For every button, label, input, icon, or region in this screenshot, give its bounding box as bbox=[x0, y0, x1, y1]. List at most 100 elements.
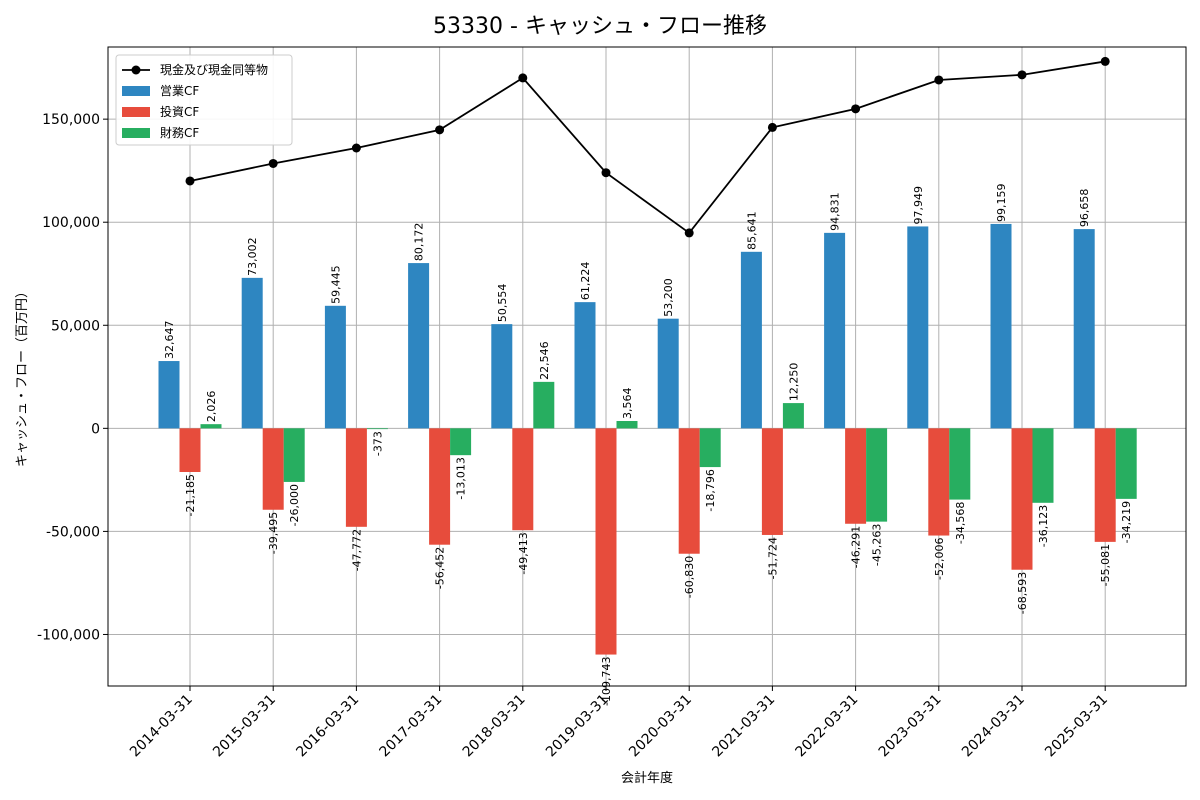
bar-営業CF-2015-03-31 bbox=[241, 277, 263, 429]
y-tick-label-3: 50,000 bbox=[51, 318, 100, 334]
bar-label-投資CF-2021-03-31: -51,724 bbox=[766, 537, 779, 579]
cash-point-2017-03-31 bbox=[435, 125, 445, 135]
cash-point-2016-03-31 bbox=[351, 143, 361, 153]
bar-投資CF-2014-03-31 bbox=[179, 428, 201, 473]
bar-投資CF-2019-03-31 bbox=[595, 428, 617, 655]
bar-label-財務CF-2016-03-31: -373 bbox=[371, 431, 384, 456]
cash-point-2022-03-31 bbox=[851, 104, 861, 114]
bar-label-営業CF-2025-03-31: 96,658 bbox=[1078, 189, 1091, 228]
bar-label-営業CF-2022-03-31: 94,831 bbox=[829, 192, 842, 231]
bar-label-営業CF-2017-03-31: 80,172 bbox=[413, 223, 426, 262]
bar-営業CF-2024-03-31 bbox=[990, 223, 1012, 429]
bar-財務CF-2022-03-31 bbox=[866, 428, 888, 522]
chart-title: 53330 - キャッシュ・フロー推移 bbox=[433, 14, 767, 39]
bar-投資CF-2022-03-31 bbox=[845, 428, 867, 524]
bar-label-営業CF-2023-03-31: 97,949 bbox=[912, 186, 925, 225]
bar-営業CF-2022-03-31 bbox=[824, 232, 846, 429]
bar-label-財務CF-2025-03-31: -34,219 bbox=[1120, 501, 1133, 543]
y-tick-labels: -100,000 -50,000 0 50,000 100,000 150,000 bbox=[37, 112, 108, 643]
bar-label-財務CF-2020-03-31: -18,796 bbox=[704, 469, 717, 511]
legend-label-営業CF: 営業CF bbox=[160, 84, 199, 98]
bar-財務CF-2016-03-31 bbox=[366, 428, 388, 430]
x-tick-label-10: 2024-03-31 bbox=[959, 692, 1028, 761]
y-tick-label-2: 0 bbox=[91, 421, 100, 437]
x-tick-label-9: 2023-03-31 bbox=[876, 692, 945, 761]
bar-営業CF-2023-03-31 bbox=[907, 226, 929, 429]
bar-label-財務CF-2014-03-31: 2,026 bbox=[205, 391, 218, 423]
bar-財務CF-2014-03-31 bbox=[200, 424, 222, 429]
bar-label-投資CF-2022-03-31: -46,291 bbox=[850, 526, 863, 568]
bar-営業CF-2025-03-31 bbox=[1073, 229, 1095, 429]
bar-label-投資CF-2020-03-31: -60,830 bbox=[683, 556, 696, 598]
legend-swatch-財務CF bbox=[122, 128, 150, 138]
cash-line-layer bbox=[185, 56, 1110, 238]
bar-財務CF-2020-03-31 bbox=[699, 428, 721, 468]
bar-label-営業CF-2024-03-31: 99,159 bbox=[995, 183, 1008, 222]
bar-label-投資CF-2018-03-31: -49,413 bbox=[517, 532, 530, 574]
bar-財務CF-2021-03-31 bbox=[782, 403, 804, 429]
bar-label-財務CF-2021-03-31: 12,250 bbox=[787, 363, 800, 402]
cash-point-2020-03-31 bbox=[684, 228, 694, 238]
cash-point-2024-03-31 bbox=[1017, 70, 1027, 80]
legend-label-現金及び現金同等物: 現金及び現金同等物 bbox=[160, 62, 268, 77]
x-tick-labels: 2014-03-31 2015-03-31 2016-03-31 2017-03-31… bbox=[127, 686, 1111, 760]
bar-財務CF-2018-03-31 bbox=[533, 381, 555, 429]
bar-label-営業CF-2014-03-31: 32,647 bbox=[163, 321, 176, 360]
x-tick-label-2: 2016-03-31 bbox=[293, 692, 362, 761]
y-tick-label-4: 100,000 bbox=[42, 215, 100, 231]
bar-label-投資CF-2016-03-31: -47,772 bbox=[350, 529, 363, 571]
bar-投資CF-2024-03-31 bbox=[1011, 428, 1033, 570]
bar-投資CF-2016-03-31 bbox=[345, 428, 367, 527]
x-tick-label-1: 2015-03-31 bbox=[210, 692, 279, 761]
legend-swatch-投資CF bbox=[122, 107, 150, 117]
bar-label-営業CF-2021-03-31: 85,641 bbox=[745, 211, 758, 250]
x-axis-label: 会計年度 bbox=[621, 770, 673, 786]
cash-point-2021-03-31 bbox=[767, 122, 777, 132]
bar-営業CF-2019-03-31 bbox=[574, 302, 596, 429]
x-tick-label-7: 2021-03-31 bbox=[709, 692, 778, 761]
bar-label-財務CF-2018-03-31: 22,546 bbox=[538, 341, 551, 380]
bar-label-財務CF-2022-03-31: -45,263 bbox=[871, 524, 884, 566]
bar-label-投資CF-2014-03-31: -21,185 bbox=[184, 474, 197, 516]
bar-label-営業CF-2015-03-31: 73,002 bbox=[246, 237, 259, 276]
bar-label-財務CF-2024-03-31: -36,123 bbox=[1037, 505, 1050, 547]
bar-label-投資CF-2015-03-31: -39,495 bbox=[267, 512, 280, 554]
bar-財務CF-2019-03-31 bbox=[616, 420, 638, 429]
cash-point-2019-03-31 bbox=[601, 168, 611, 178]
x-tick-label-8: 2022-03-31 bbox=[793, 692, 862, 761]
cash-point-2025-03-31 bbox=[1100, 56, 1110, 66]
legend-swatch-営業CF bbox=[122, 86, 150, 96]
bar-営業CF-2020-03-31 bbox=[657, 318, 679, 429]
bar-label-財務CF-2023-03-31: -34,568 bbox=[954, 502, 967, 544]
axes bbox=[107, 46, 1187, 687]
bar-投資CF-2020-03-31 bbox=[678, 428, 700, 554]
bar-財務CF-2025-03-31 bbox=[1115, 428, 1137, 499]
bar-営業CF-2018-03-31 bbox=[491, 324, 513, 429]
y-tick-label-1: -50,000 bbox=[46, 524, 100, 540]
bar-label-財務CF-2017-03-31: -13,013 bbox=[455, 457, 468, 499]
bar-財務CF-2017-03-31 bbox=[450, 428, 472, 456]
bar-投資CF-2025-03-31 bbox=[1094, 428, 1116, 542]
bar-label-投資CF-2024-03-31: -68,593 bbox=[1016, 572, 1029, 614]
x-tick-label-0: 2014-03-31 bbox=[127, 692, 196, 761]
cash-point-2015-03-31 bbox=[268, 158, 278, 168]
x-tick-label-6: 2020-03-31 bbox=[626, 692, 695, 761]
bar-投資CF-2021-03-31 bbox=[761, 428, 783, 535]
legend-label-財務CF: 財務CF bbox=[160, 125, 199, 140]
legend-label-投資CF: 投資CF bbox=[160, 104, 199, 119]
bar-営業CF-2021-03-31 bbox=[740, 251, 762, 429]
x-tick-label-4: 2018-03-31 bbox=[460, 692, 529, 761]
bar-label-財務CF-2015-03-31: -26,000 bbox=[288, 484, 301, 526]
bar-label-営業CF-2016-03-31: 59,445 bbox=[329, 265, 342, 304]
bar-財務CF-2024-03-31 bbox=[1032, 428, 1054, 503]
x-tick-label-11: 2025-03-31 bbox=[1042, 692, 1111, 761]
bar-label-投資CF-2017-03-31: -56,452 bbox=[434, 547, 447, 589]
bar-label-営業CF-2019-03-31: 61,224 bbox=[579, 262, 592, 301]
cash-point-2018-03-31 bbox=[518, 73, 528, 83]
bar-labels-layer: 32,647 73,002 59,445 80,172 50,554 61,224 53,2… bbox=[163, 183, 1133, 706]
bar-label-投資CF-2019-03-31: -109,743 bbox=[600, 657, 613, 706]
bar-財務CF-2015-03-31 bbox=[283, 428, 305, 482]
plot-frame bbox=[107, 46, 1187, 687]
